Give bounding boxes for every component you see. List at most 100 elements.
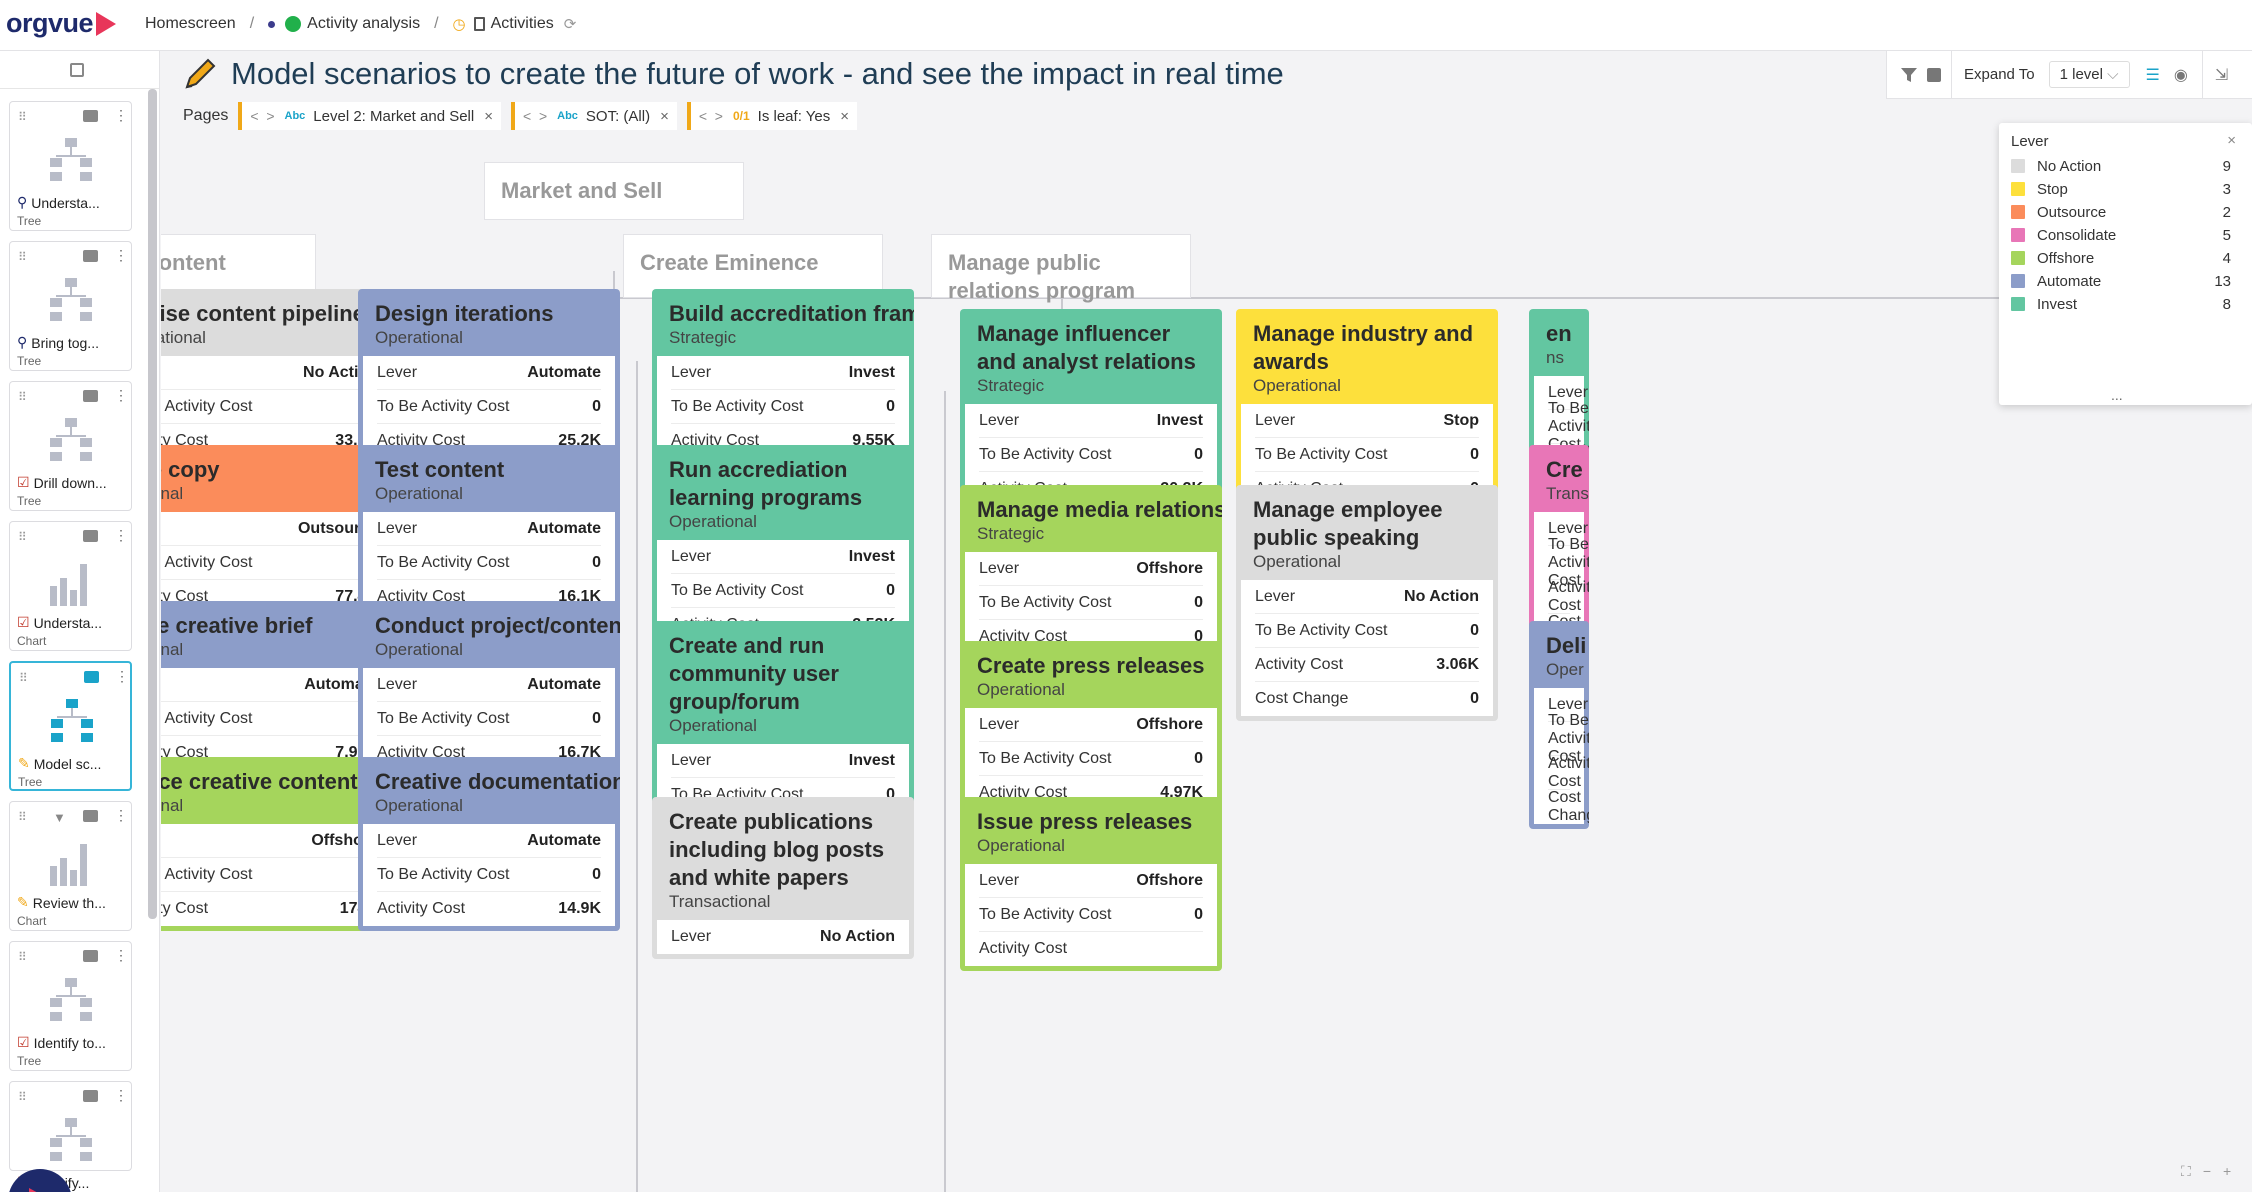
drag-handle-icon[interactable]: ⠿ [18,390,27,404]
more-menu-icon[interactable]: ⋮ [114,387,128,403]
remove-filter-icon[interactable]: × [484,107,493,125]
assistant-avatar[interactable] [8,1169,72,1192]
filter-icon[interactable] [1901,67,1917,82]
metric-value: 16.1K [558,587,601,605]
metric-value: Automate [527,519,601,537]
to-be-cost-row: To Be Activity Cost [1548,712,1589,765]
activity-card[interactable]: Manage employee public speaking Operation… [1236,485,1498,721]
storyboard-card[interactable]: ⠿ ▼ ⋮ ✎ Review th... Chart [9,801,132,931]
zoom-out-icon[interactable]: − [2202,1163,2223,1179]
more-menu-icon[interactable]: ⋮ [114,807,128,823]
logo-text: orgvue [6,8,94,38]
comment-icon[interactable] [1927,67,1941,82]
storyboard-card[interactable]: ⠿⋮☑Identify... [9,1081,132,1191]
legend-item[interactable]: Outsource 2 [2011,201,2231,223]
export-icon[interactable]: ⇲ [2214,66,2229,84]
group-node[interactable]: e content [161,234,316,298]
legend-swatch [2011,159,2025,173]
save-icon[interactable] [70,63,84,77]
storyboard-card[interactable]: ⠿ ⋮ ⚲ Understa... Tree [9,101,132,231]
expand-level-select[interactable]: 1 level ⌵ [2048,61,2130,88]
fit-screen-icon[interactable]: ⛶ [2181,1163,2203,1179]
storyboard-card[interactable]: ⠿ ⋮ ☑ Drill down... Tree [9,381,132,511]
activity-card[interactable]: Creative documentation Operational Lever Au… [358,757,620,931]
storyboard-card-title: Model sc... [33,755,102,772]
breadcrumb-homescreen[interactable]: Homescreen [145,15,236,32]
drag-handle-icon[interactable]: ⠿ [18,110,27,124]
more-menu-icon[interactable]: ⋮ [114,527,128,543]
more-menu-icon[interactable]: ⋮ [114,107,128,123]
comment-icon[interactable] [83,530,98,542]
remove-filter-icon[interactable]: × [660,107,669,125]
comment-icon[interactable] [83,250,98,262]
drag-handle-icon[interactable]: ⠿ [18,810,27,824]
drag-handle-icon[interactable]: ⠿ [18,950,27,964]
metric-label: To Be Activity Cost [1548,711,1589,765]
zoom-in-icon[interactable]: + [2223,1163,2244,1179]
breadcrumb-activity-analysis[interactable]: Activity analysis [307,15,421,32]
drag-handle-icon[interactable]: ⠿ [18,530,27,544]
legend-item[interactable]: Stop 3 [2011,178,2231,200]
legend-more[interactable]: ... [2111,387,2123,403]
comment-icon[interactable] [83,1090,98,1102]
activity-type: Operational [977,836,1065,855]
tree-canvas[interactable]: Market and Sell e content Create Eminenc… [161,161,2252,1192]
legend-item[interactable]: Automate 13 [2011,270,2231,292]
close-icon[interactable]: × [2227,132,2236,149]
comment-icon[interactable] [84,671,99,683]
legend-label: Consolidate [2037,226,2117,244]
storyboard-card-type: Tree [18,775,43,789]
orgvue-logo[interactable]: orgvue [6,8,117,39]
metric-value: 0 [886,581,895,599]
more-menu-icon[interactable]: ⋮ [114,247,128,263]
activity-title: Run accrediation learning programs [669,457,863,510]
root-node[interactable]: Market and Sell [484,162,744,220]
palette-icon[interactable]: ◉ [2173,66,2188,84]
activity-card[interactable]: Issue press releases Operational Lever Offs… [960,797,1222,971]
lever-row: Lever Invest [671,744,895,778]
legend-item[interactable]: Offshore 4 [2011,247,2231,269]
expand-to-label: Expand To [1964,66,2035,83]
storyboard-card[interactable]: ⠿ ⋮ ⚲ Bring tog... Tree [9,241,132,371]
storyboard-card[interactable]: ⠿ ⋮ ☑ Understa... Chart [9,521,132,651]
status-circle-icon [285,16,302,32]
remove-filter-icon[interactable]: × [840,107,849,125]
page-nav-arrows-icon[interactable]: < > [522,108,548,124]
comment-icon[interactable] [83,950,98,962]
panel-scrollbar[interactable] [148,89,157,919]
more-menu-icon[interactable]: ⋮ [115,668,129,684]
more-menu-icon[interactable]: ⋮ [114,947,128,963]
group-node[interactable]: Create Eminence [623,234,883,298]
legend-item[interactable]: Consolidate 5 [2011,224,2231,246]
storyboard-card[interactable]: ⠿ ⋮ ☑ Identify to... Tree [9,941,132,1071]
comment-icon[interactable] [83,390,98,402]
page-filter-chip[interactable]: < > Abc SOT: (All) × [510,102,677,130]
metric-label: Activity Cost [979,940,1068,957]
legend-item[interactable]: Invest 8 [2011,293,2231,315]
drag-handle-icon[interactable]: ⠿ [18,1090,27,1104]
refresh-icon[interactable]: ⟳ [563,16,577,33]
to-be-cost-row: To Be Activity Cost 0 [671,390,895,424]
activity-title: Issue press releases [977,809,1193,834]
metric-value: Invest [848,547,895,565]
group-node[interactable]: Manage public relations program [931,234,1191,303]
page-nav-arrows-icon[interactable]: < > [250,108,275,124]
tree-diagram-icon [50,1118,92,1161]
page-filter-chip[interactable]: < > 0/1 Is leaf: Yes × [686,102,857,130]
activity-card[interactable]: oduce creative content erational LeverOffs… [161,757,397,931]
activity-card[interactable]: Create publications including blog posts… [652,797,914,959]
comment-icon[interactable] [83,110,98,122]
legend-label: Automate [2037,272,2102,290]
drag-handle-icon[interactable]: ⠿ [18,250,27,264]
drag-handle-icon[interactable]: ⠿ [19,671,28,685]
page-title: Model scenarios to create the future of … [231,56,1284,91]
list-view-icon[interactable]: ☰ [2145,66,2160,84]
breadcrumb-activities[interactable]: Activities [490,15,554,32]
page-filter-chip[interactable]: < > Abc Level 2: Market and Sell × [238,102,501,130]
more-menu-icon[interactable]: ⋮ [114,1087,128,1103]
storyboard-card[interactable]: ⠿ ⋮ ✎ Model sc... Tree [9,661,132,791]
page-nav-arrows-icon[interactable]: < > [698,108,723,124]
comment-icon[interactable] [83,810,98,822]
legend-item[interactable]: No Action 9 [2011,155,2231,177]
